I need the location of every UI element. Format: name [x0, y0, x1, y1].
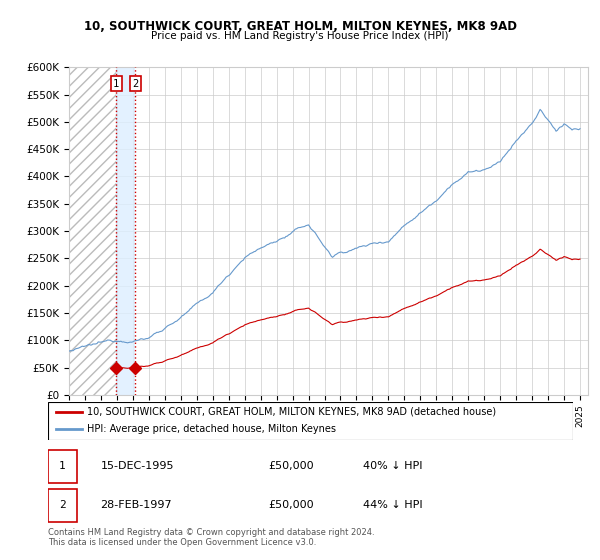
Bar: [69, 67, 116, 395]
Text: 40% ↓ HPI: 40% ↓ HPI: [363, 461, 422, 471]
Text: 1: 1: [113, 78, 119, 88]
Text: 10, SOUTHWICK COURT, GREAT HOLM, MILTON KEYNES, MK8 9AD (detached house): 10, SOUTHWICK COURT, GREAT HOLM, MILTON …: [88, 407, 497, 417]
Bar: [116, 67, 136, 395]
Text: £50,000: £50,000: [269, 461, 314, 471]
Text: Price paid vs. HM Land Registry's House Price Index (HPI): Price paid vs. HM Land Registry's House …: [151, 31, 449, 41]
Text: 1: 1: [59, 461, 66, 471]
Text: HPI: Average price, detached house, Milton Keynes: HPI: Average price, detached house, Milt…: [88, 424, 337, 435]
Text: 28-FEB-1997: 28-FEB-1997: [101, 501, 172, 510]
Text: 2: 2: [59, 501, 66, 510]
Text: 44% ↓ HPI: 44% ↓ HPI: [363, 501, 422, 510]
Text: 15-DEC-1995: 15-DEC-1995: [101, 461, 174, 471]
Bar: [48, 489, 77, 522]
Text: £50,000: £50,000: [269, 501, 314, 510]
Text: 10, SOUTHWICK COURT, GREAT HOLM, MILTON KEYNES, MK8 9AD: 10, SOUTHWICK COURT, GREAT HOLM, MILTON …: [83, 20, 517, 32]
Bar: [48, 450, 77, 483]
Text: Contains HM Land Registry data © Crown copyright and database right 2024.
This d: Contains HM Land Registry data © Crown c…: [48, 528, 374, 547]
Text: 2: 2: [133, 78, 139, 88]
